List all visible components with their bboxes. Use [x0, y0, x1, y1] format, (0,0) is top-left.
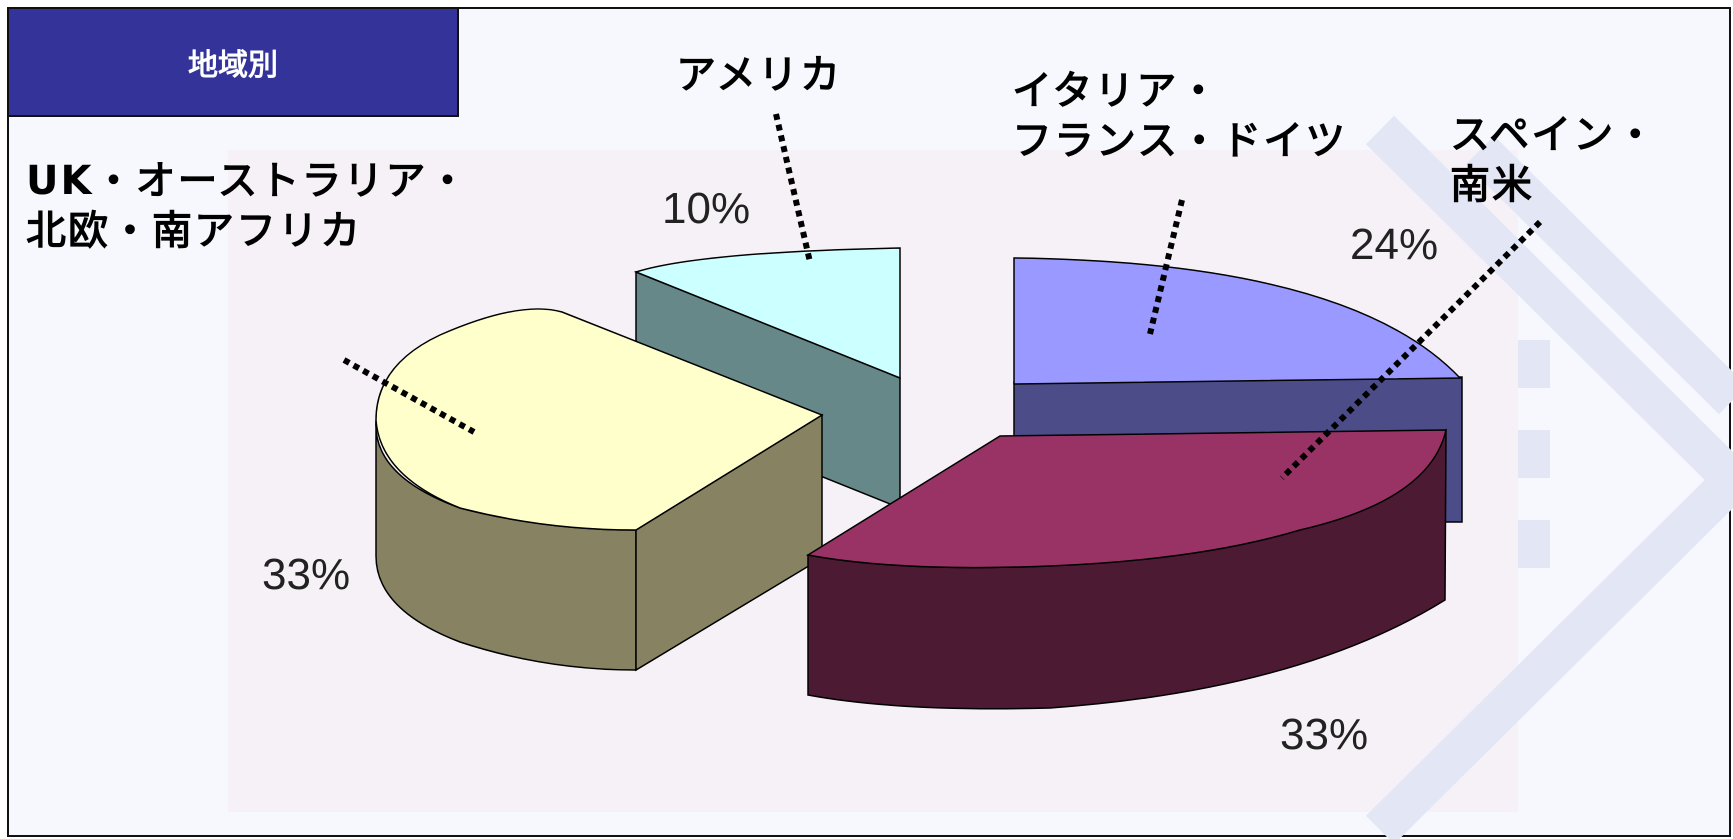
leader-line-spain-south-america: [1279, 219, 1543, 481]
leader-line-uk-australia: [342, 357, 476, 435]
leader-line-italy-france-germany: [1147, 199, 1185, 335]
label-spain-south-america: スペイン・ 南米: [1450, 112, 1658, 208]
label-uk-australia: UK・オーストラリア・ 北欧・南アフリカ: [26, 158, 470, 254]
watermark-logo: [1365, 115, 1733, 839]
label-italy-france-germany: イタリア・ フランス・ドイツ: [1012, 68, 1348, 164]
pie-slice-america: [633, 247, 901, 510]
value-label-spain-south-america: 33%: [1280, 710, 1369, 759]
label-america: アメリカ: [676, 52, 842, 98]
value-label-america: 10%: [662, 184, 751, 233]
pie-slice-uk-australia: [375, 308, 824, 672]
watermark-bars: [1518, 340, 1550, 568]
pie-slice-spain-south-america: [805, 428, 1447, 710]
leader-line-america: [773, 113, 813, 263]
value-label-uk-australia: 33%: [262, 550, 351, 599]
value-label-italy-france-germany: 24%: [1350, 220, 1439, 269]
page-title: 地域別: [7, 7, 459, 117]
